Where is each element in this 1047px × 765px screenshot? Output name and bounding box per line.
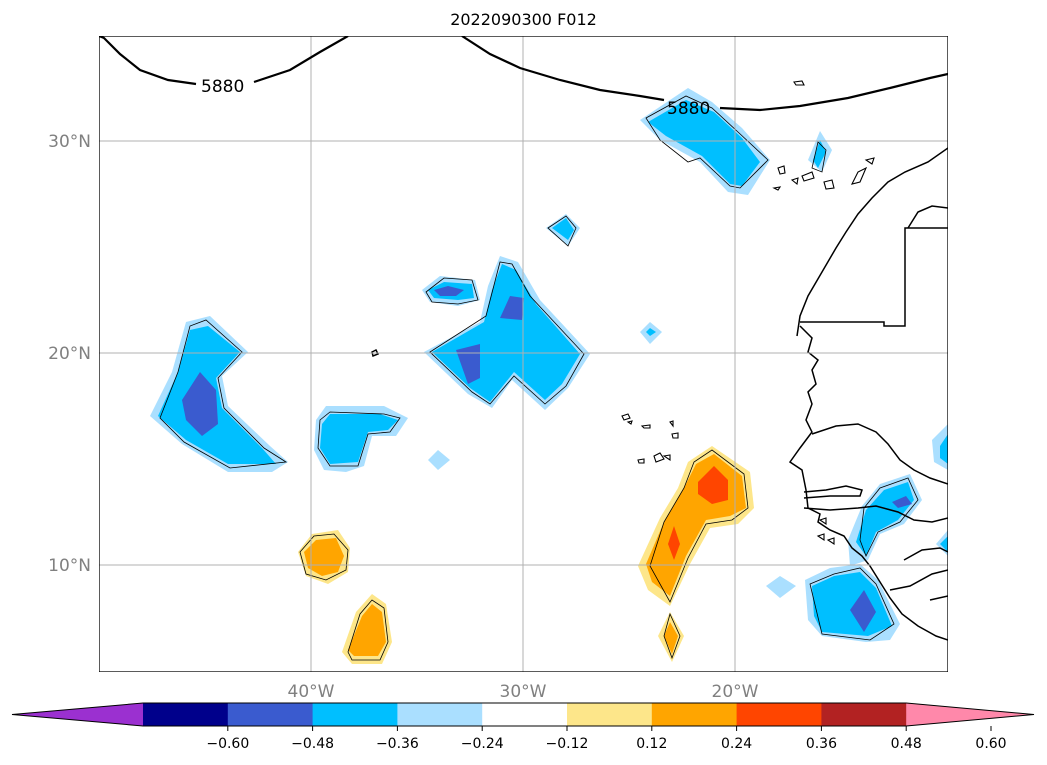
lon-label: 30°W: [500, 682, 547, 702]
negative-anomaly-region: [648, 100, 760, 186]
colorbar-extend-min: [12, 703, 143, 726]
contour-label: 5880: [667, 99, 710, 119]
colorbar-tick-label: 0.48: [891, 736, 922, 752]
colorbar-segment: [227, 703, 314, 726]
colorbar-segment: [567, 703, 653, 726]
colorbar-extend-max: [906, 703, 1034, 726]
contour-label: 5880: [201, 77, 244, 97]
colorbar-segment: [651, 703, 738, 726]
colorbar: −0.60 −0.48 −0.36 −0.24 −0.12 0.12 0.24 0.36 0.4…: [11, 702, 1035, 752]
lon-label: 20°W: [712, 682, 759, 702]
colorbar-outline: [11, 702, 1035, 727]
colorbar-tick-label: 0.36: [806, 736, 837, 752]
lat-label: 30°N: [48, 132, 91, 152]
colorbar-tick-label: 0.24: [721, 736, 752, 752]
latitude-labels: 30°N 20°N 10°N: [48, 132, 91, 576]
height-contour-5880: [99, 36, 948, 112]
lon-label: 40°W: [288, 682, 335, 702]
colorbar-segment: [397, 703, 483, 726]
colorbar-tick-label: −0.24: [461, 736, 504, 752]
colorbar-tick-label: −0.12: [546, 736, 589, 752]
colorbar-segment: [736, 703, 822, 726]
colorbar-tick-label: −0.48: [291, 736, 334, 752]
map-title: 2022090300 F012: [450, 10, 597, 29]
islands: [621, 80, 875, 546]
map-panel: 5880 5880: [99, 36, 948, 672]
colorbar-tick-label: −0.36: [376, 736, 419, 752]
colorbar-tick-label: −0.60: [206, 736, 249, 752]
colorbar-segment: [143, 703, 229, 726]
colorbar-tick-label: 0.60: [975, 736, 1006, 752]
colorbar-segment: [821, 703, 907, 726]
colorbar-segment: [482, 703, 568, 726]
coastline: [371, 147, 948, 641]
gridlines: [99, 36, 948, 672]
longitude-labels: 40°W 30°W 20°W: [288, 682, 759, 702]
lat-label: 10°N: [48, 556, 91, 576]
anomaly-shading: [150, 88, 948, 664]
colorbar-segment: [312, 703, 398, 726]
colorbar-tick-label: 0.12: [636, 736, 667, 752]
lat-label: 20°N: [48, 344, 91, 364]
